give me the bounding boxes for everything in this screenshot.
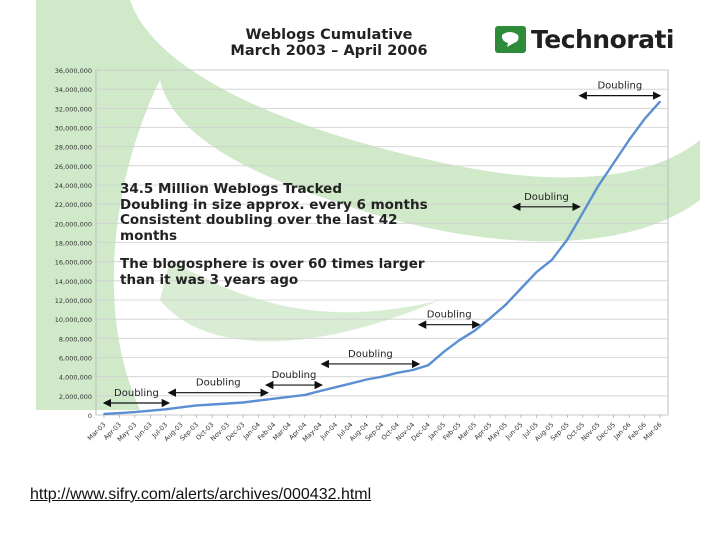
data-point: [659, 100, 661, 103]
data-point: [520, 287, 522, 290]
doubling-label: Doubling: [524, 192, 569, 203]
background-swoosh: [160, 260, 440, 342]
data-point: [489, 317, 492, 320]
data-point: [180, 406, 183, 409]
brand-name: Technorati: [531, 25, 675, 54]
y-tick-label: 28,000,000: [55, 144, 92, 152]
x-tick-label: Jun-03: [133, 421, 154, 442]
data-point: [272, 397, 275, 400]
y-tick-label: 8,000,000: [59, 335, 92, 343]
data-point: [628, 139, 631, 141]
chart-title-line-2: March 2003 – April 2006: [230, 43, 428, 59]
background-swoosh: [36, 0, 700, 410]
data-point: [504, 303, 507, 306]
chart-title: Weblogs Cumulative March 2003 – April 20…: [204, 27, 454, 59]
doubling-label: Doubling: [348, 349, 393, 360]
data-point: [118, 412, 121, 414]
brand-logo: Technorati: [494, 25, 690, 57]
speech-bubble-icon: [495, 26, 526, 53]
data-point: [566, 238, 569, 241]
y-tick-label: 0: [88, 412, 92, 420]
annotation-line: The blogosphere is over 60 times larger: [120, 256, 425, 272]
data-point: [195, 404, 198, 407]
doubling-label: Doubling: [196, 378, 241, 389]
data-point: [411, 369, 414, 371]
data-point: [350, 382, 353, 385]
y-tick-label: 16,000,000: [55, 259, 92, 267]
doubling-label: Doubling: [427, 310, 472, 321]
y-tick-label: 6,000,000: [59, 355, 92, 363]
data-point: [288, 395, 291, 398]
data-point: [535, 271, 538, 274]
y-tick-label: 22,000,000: [55, 201, 92, 209]
chart-title-line-1: Weblogs Cumulative: [245, 27, 413, 43]
doubling-label: Doubling: [597, 81, 642, 92]
data-point: [550, 258, 553, 261]
annotation-line: 34.5 Million Weblogs Tracked: [120, 181, 342, 197]
data-point: [334, 386, 337, 389]
y-tick-label: 14,000,000: [55, 278, 92, 286]
data-point: [303, 393, 306, 396]
doubling-label: Doubling: [114, 388, 159, 399]
data-point: [643, 117, 646, 120]
y-tick-label: 20,000,000: [55, 220, 92, 228]
y-tick-label: 26,000,000: [55, 163, 92, 171]
data-point: [442, 350, 445, 353]
doubling-label: Doubling: [272, 370, 317, 381]
x-tick-label: Jun-04: [318, 421, 339, 442]
data-point: [396, 371, 399, 374]
y-tick-label: 10,000,000: [55, 316, 92, 324]
data-point: [242, 401, 244, 404]
y-tick-label: 4,000,000: [59, 374, 92, 382]
annotation-line: Doubling in size approx. every 6 months: [120, 196, 428, 213]
data-point: [381, 375, 383, 378]
data-point: [257, 399, 260, 402]
x-tick-label: Jun-05: [503, 421, 524, 442]
annotation-block: 34.5 Million Weblogs Tracked Doubling in…: [120, 181, 440, 288]
y-tick-label: 2,000,000: [59, 393, 92, 401]
source-link[interactable]: http://www.sifry.com/alerts/archives/000…: [30, 486, 372, 503]
data-point: [103, 413, 105, 415]
data-point: [458, 339, 461, 342]
data-point: [473, 329, 476, 332]
data-point: [226, 402, 229, 405]
y-tick-label: 24,000,000: [55, 182, 92, 190]
data-point: [164, 408, 167, 411]
y-tick-label: 34,000,000: [55, 86, 92, 94]
data-point: [133, 411, 136, 414]
data-point: [612, 162, 615, 164]
data-point: [319, 390, 322, 392]
data-point: [149, 409, 152, 412]
data-point: [597, 185, 600, 187]
y-tick-label: 36,000,000: [55, 67, 92, 75]
annotation-line: Consistent doubling over the last 42 mon…: [120, 212, 398, 244]
data-point: [581, 211, 584, 214]
data-point: [427, 364, 430, 367]
data-point: [211, 403, 214, 406]
y-tick-label: 12,000,000: [55, 297, 92, 305]
y-tick-label: 32,000,000: [55, 105, 92, 113]
annotation-line: than it was 3 years ago: [120, 271, 299, 288]
y-tick-label: 18,000,000: [55, 240, 92, 248]
y-tick-label: 30,000,000: [55, 125, 92, 133]
data-point: [365, 378, 368, 381]
